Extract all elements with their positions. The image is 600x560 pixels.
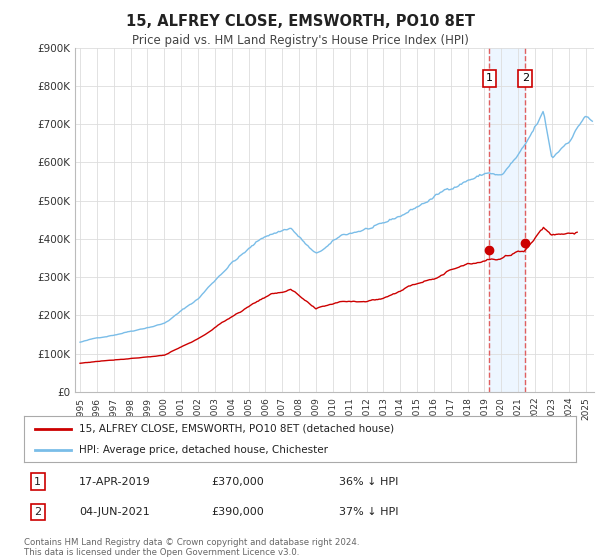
Text: 1: 1 (34, 477, 41, 487)
Text: 17-APR-2019: 17-APR-2019 (79, 477, 151, 487)
Text: 1: 1 (486, 73, 493, 83)
Text: HPI: Average price, detached house, Chichester: HPI: Average price, detached house, Chic… (79, 445, 328, 455)
Text: 2: 2 (521, 73, 529, 83)
Text: 36% ↓ HPI: 36% ↓ HPI (338, 477, 398, 487)
Text: 2: 2 (34, 507, 41, 517)
Text: 15, ALFREY CLOSE, EMSWORTH, PO10 8ET (detached house): 15, ALFREY CLOSE, EMSWORTH, PO10 8ET (de… (79, 423, 394, 433)
Text: £370,000: £370,000 (212, 477, 265, 487)
Text: Contains HM Land Registry data © Crown copyright and database right 2024.
This d: Contains HM Land Registry data © Crown c… (24, 538, 359, 557)
Text: Price paid vs. HM Land Registry's House Price Index (HPI): Price paid vs. HM Land Registry's House … (131, 34, 469, 46)
Text: £390,000: £390,000 (212, 507, 265, 517)
Text: 15, ALFREY CLOSE, EMSWORTH, PO10 8ET: 15, ALFREY CLOSE, EMSWORTH, PO10 8ET (125, 14, 475, 29)
Bar (490, 48, 525, 392)
Text: 37% ↓ HPI: 37% ↓ HPI (338, 507, 398, 517)
Text: 04-JUN-2021: 04-JUN-2021 (79, 507, 150, 517)
